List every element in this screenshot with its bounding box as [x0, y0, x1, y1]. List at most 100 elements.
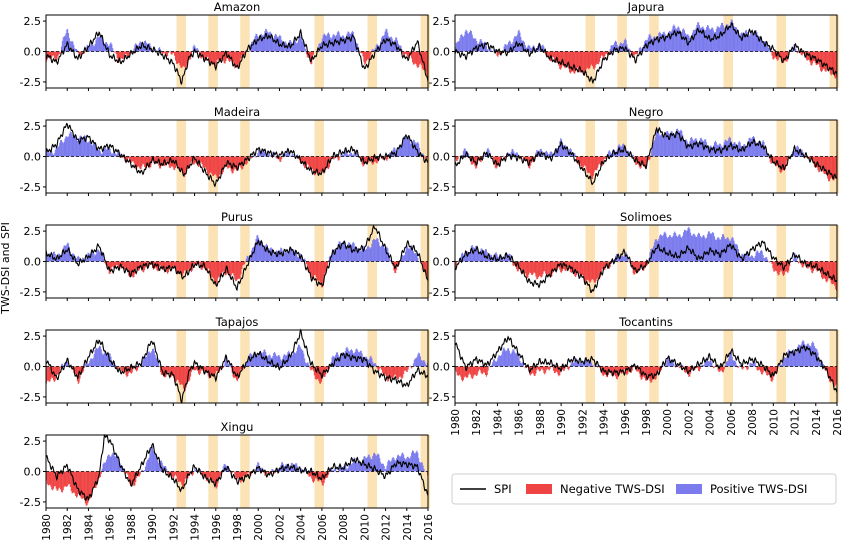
tws-bar-xingu — [74, 471, 76, 494]
tws-bar-japura — [519, 32, 521, 52]
tws-bar-negro — [777, 156, 779, 166]
tws-bar-tapajos — [297, 347, 299, 367]
tws-bar-tocantins — [458, 366, 460, 376]
tws-bar-tapajos — [392, 366, 394, 379]
tws-bar-madeira — [348, 155, 350, 157]
tws-bar-solimoes — [630, 261, 632, 265]
tws-bar-japura — [626, 44, 628, 52]
x-tick-label-xingu: 2010 — [359, 514, 371, 541]
tws-bar-tocantins — [483, 366, 485, 373]
tws-bar-madeira — [425, 156, 427, 160]
tws-bar-japura — [554, 51, 556, 63]
tws-bar-tapajos — [352, 352, 354, 367]
tws-bar-madeira — [213, 156, 215, 175]
tws-bar-purus — [232, 261, 234, 274]
tws-bar-negro — [525, 156, 527, 160]
tws-bar-madeira — [57, 147, 59, 157]
tws-bar-negro — [702, 141, 704, 157]
tws-bar-tocantins — [586, 359, 588, 367]
tws-bar-amazon — [276, 36, 278, 52]
tws-bar-negro — [674, 134, 676, 157]
tws-bar-purus — [195, 261, 197, 266]
tws-bar-solimoes — [455, 261, 457, 266]
tws-bar-xingu — [142, 470, 144, 472]
tws-bar-solimoes — [720, 239, 722, 262]
tws-bar-purus — [414, 253, 416, 262]
panel-title-solimoes: Solimoes — [620, 210, 672, 224]
tws-bar-purus — [170, 261, 172, 269]
tws-bar-solimoes — [546, 261, 548, 276]
tws-bar-tocantins — [626, 366, 628, 376]
tws-bar-tapajos — [293, 351, 295, 367]
tws-bar-negro — [583, 156, 585, 167]
tws-bar-tocantins — [753, 361, 755, 367]
tws-bar-purus — [341, 243, 343, 262]
tws-bar-madeira — [422, 153, 424, 157]
tws-bar-negro — [825, 156, 827, 174]
tws-bar-xingu — [208, 471, 210, 478]
tws-bar-solimoes — [536, 261, 538, 280]
tws-bar-purus — [58, 253, 60, 262]
panel-title-amazon: Amazon — [214, 0, 260, 14]
y-tick-label-madeira: -2.5 — [20, 181, 41, 194]
tws-bar-japura — [656, 39, 658, 52]
tws-bar-purus — [362, 246, 364, 262]
tws-bar-negro — [772, 156, 774, 162]
tws-bar-madeira — [234, 156, 236, 169]
tws-bar-amazon — [348, 31, 350, 52]
tws-bar-solimoes — [518, 261, 520, 270]
tws-bar-solimoes — [695, 237, 697, 262]
tws-bar-madeira — [52, 153, 54, 157]
tws-bar-japura — [627, 47, 629, 52]
x-tick-label-xingu: 2014 — [402, 514, 414, 541]
tws-bar-madeira — [351, 154, 353, 157]
tws-bar-negro — [714, 140, 716, 157]
tws-bar-japura — [726, 24, 728, 52]
tws-bar-amazon — [411, 51, 413, 59]
tws-bar-xingu — [64, 471, 66, 486]
tws-bar-xingu — [336, 471, 338, 473]
tws-bar-tocantins — [524, 366, 526, 369]
x-tick-label-xingu: 1996 — [211, 514, 223, 541]
tws-bar-tapajos — [278, 354, 280, 367]
tws-bar-purus — [150, 261, 152, 263]
tws-bar-madeira — [181, 156, 183, 171]
tws-bar-tapajos — [312, 366, 314, 370]
tws-bar-madeira — [320, 156, 322, 171]
tws-bar-xingu — [132, 471, 134, 485]
tws-bar-japura — [512, 41, 514, 52]
tws-bar-tapajos — [163, 366, 165, 376]
tws-bar-tapajos — [377, 366, 379, 371]
tws-bar-tapajos — [121, 366, 124, 373]
tws-bar-tapajos — [351, 350, 353, 367]
tws-bar-madeira — [155, 156, 157, 164]
tws-bar-japura — [579, 51, 581, 73]
tws-bar-negro — [463, 148, 465, 157]
tws-bar-tapajos — [374, 363, 376, 367]
tws-bar-japura — [831, 51, 833, 75]
tws-bar-negro — [551, 152, 553, 157]
tws-bar-japura — [673, 24, 675, 52]
tws-bar-xingu — [349, 463, 351, 472]
x-tick-label-xingu: 2002 — [274, 514, 286, 541]
tws-bar-amazon — [206, 51, 208, 57]
tws-bar-xingu — [99, 471, 101, 478]
tws-bar-madeira — [298, 156, 300, 161]
tws-bar-tapajos — [314, 366, 316, 379]
tws-bar-negro — [550, 151, 552, 157]
tws-bar-solimoes — [692, 233, 694, 262]
tws-bar-japura — [774, 51, 776, 58]
tws-bar-purus — [227, 261, 229, 273]
tws-bar-purus — [56, 257, 58, 262]
tws-bar-tocantins — [612, 366, 614, 377]
tws-bar-amazon — [208, 51, 210, 61]
tws-bar-xingu — [412, 450, 414, 472]
tws-bar-solimoes — [607, 261, 609, 268]
tws-bar-purus — [96, 251, 98, 262]
tws-bar-amazon — [195, 48, 197, 52]
tws-bar-solimoes — [729, 240, 731, 262]
tws-bar-negro — [757, 142, 759, 157]
tws-bar-japura — [674, 25, 676, 52]
tws-bar-negro — [798, 147, 800, 157]
tws-bar-negro — [471, 156, 473, 165]
